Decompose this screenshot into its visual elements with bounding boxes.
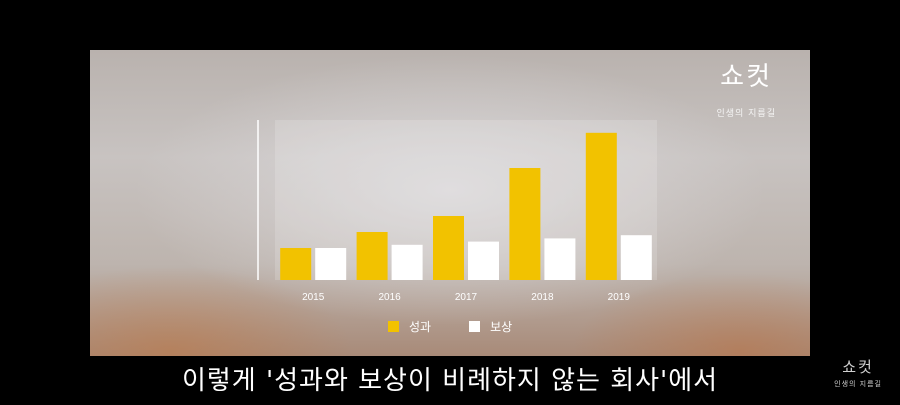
watermark-title: 쇼컷	[842, 358, 874, 376]
bar-performance-2015	[280, 248, 312, 280]
legend-label-performance: 성과	[409, 320, 432, 334]
watermark-subtitle: 인생의 지름길	[834, 380, 882, 388]
legend-swatch-reward	[469, 321, 481, 332]
legend-item-reward: 보상	[469, 318, 512, 335]
bar-performance-2018	[509, 168, 541, 280]
x-tick-label: 2019	[608, 292, 631, 303]
video-frame: 쇼컷 인생의 지름길 2015 2016 2017 2018 2019 성과 보상	[90, 50, 810, 356]
brand-logo-title: 쇼컷	[720, 62, 772, 92]
legend-item-performance: 성과	[388, 318, 431, 335]
legend-label-reward: 보상	[490, 320, 513, 334]
video-subtitle: 이렇게 '성과와 보상이 비례하지 않는 회사'에서	[181, 366, 719, 396]
bar-performance-2019	[585, 132, 617, 280]
chart-legend: 성과 보상	[388, 318, 550, 335]
bar-performance-2017	[433, 216, 464, 280]
bar-reward-2016	[391, 244, 423, 280]
bar-reward-2019	[620, 235, 652, 280]
bar-reward-2017	[468, 241, 499, 280]
corner-watermark: 쇼컷 인생의 지름길	[834, 356, 882, 389]
x-tick-label: 2017	[455, 292, 478, 303]
bar-performance-2016	[356, 232, 388, 280]
bar-chart: 2015 2016 2017 2018 2019	[257, 120, 657, 303]
brand-logo-subtitle: 인생의 지름길	[716, 109, 776, 119]
bar-reward-2015	[315, 248, 347, 280]
x-tick-label: 2018	[531, 292, 554, 303]
legend-swatch-performance	[388, 321, 399, 332]
x-tick-label: 2016	[378, 292, 401, 303]
bar-reward-2018	[544, 238, 576, 280]
x-tick-label: 2015	[302, 292, 325, 303]
